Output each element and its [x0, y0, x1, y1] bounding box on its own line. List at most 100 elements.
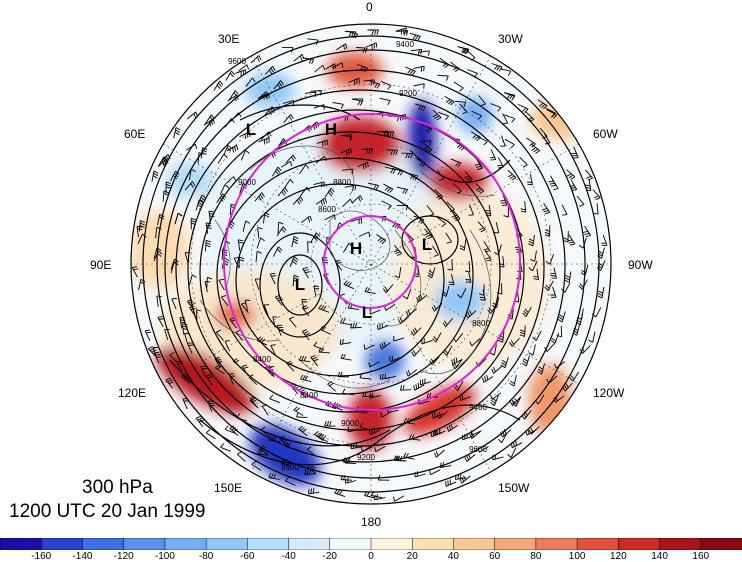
wind-barb-flag [380, 374, 381, 379]
svg-text:9600: 9600 [228, 57, 246, 66]
meridian-label-60e: 60E [124, 127, 145, 141]
colorbar-tick-label: 40 [438, 551, 468, 562]
high-center-label: H [325, 120, 337, 139]
colorbar-tick-label: 140 [645, 551, 675, 562]
colorbar-swatch [41, 538, 83, 550]
low-center-label: L [422, 235, 432, 254]
colorbar-swatch [0, 538, 42, 550]
colorbar-tick-label: 100 [562, 551, 592, 562]
colorbar-swatch [701, 538, 742, 550]
colorbar-tick-label: -60 [232, 551, 262, 562]
meridian-label-90w: 90W [628, 258, 653, 272]
wind-barb-flag [424, 66, 425, 71]
colorbar-swatch [577, 538, 619, 550]
wind-barb-flag [369, 232, 370, 237]
svg-text:8800: 8800 [472, 319, 490, 328]
wind-barb-flag [351, 148, 352, 153]
wind-barb-flag [188, 343, 193, 344]
svg-text:8800: 8800 [333, 178, 351, 187]
colorbar-tick-label: 60 [480, 551, 510, 562]
colorbar-tick-label: -160 [26, 551, 56, 562]
wind-barb [207, 277, 208, 288]
svg-text:9000: 9000 [341, 419, 359, 428]
colorbar-tick-label: 120 [603, 551, 633, 562]
svg-text:9400: 9400 [469, 403, 487, 412]
wind-barb-flag [269, 367, 274, 368]
colorbar-swatch [289, 538, 331, 550]
colorbar-swatch [618, 538, 660, 550]
wind-barb-flag [314, 286, 319, 287]
colorbar-tick-label: -120 [109, 551, 139, 562]
colorbar-swatch [247, 538, 289, 550]
wind-barb-flag [551, 276, 556, 277]
colorbar-swatch [660, 538, 702, 550]
wind-barb [305, 474, 316, 475]
wind-barb [341, 480, 352, 481]
svg-text:9400: 9400 [396, 40, 414, 49]
wind-barb-flag [424, 84, 425, 89]
colorbar-swatch [453, 538, 495, 550]
wind-barb-flag [448, 480, 449, 485]
meridian-label-30e: 30E [218, 32, 239, 46]
wind-barb-flag [375, 495, 376, 500]
meridian-label-60w: 60W [593, 127, 618, 141]
wind-barb-flag [370, 393, 371, 398]
wind-barb-flag [183, 398, 188, 399]
meridian-label-0: 0 [366, 0, 373, 14]
meridian-label-180: 180 [361, 515, 381, 529]
meridian-label-150w: 150W [498, 481, 529, 495]
svg-text:9200: 9200 [357, 453, 375, 462]
colorbar-tick-label: -80 [191, 551, 221, 562]
svg-text:9000: 9000 [238, 178, 256, 187]
colorbar-tick-label: 160 [686, 551, 716, 562]
wind-barb-flag [528, 184, 533, 185]
low-center-label: L [246, 120, 256, 139]
svg-text:8400: 8400 [300, 391, 318, 400]
wind-barb-flag [466, 282, 471, 283]
wind-barb-flag [225, 341, 230, 342]
wind-barb [197, 310, 198, 321]
meridian-label-30w: 30W [498, 32, 523, 46]
level-label: 300 hPa [82, 477, 153, 499]
meridian-label-120w: 120W [593, 386, 624, 400]
svg-text:8400: 8400 [253, 355, 271, 364]
meridian-label-90e: 90E [90, 258, 111, 272]
wind-barb [452, 259, 453, 270]
wind-barb-flag [372, 393, 373, 398]
colorbar-swatch [82, 538, 124, 550]
colorbar-tick-label: 0 [356, 551, 386, 562]
low-center-label: L [362, 303, 372, 322]
meridian-label-120e: 120E [118, 386, 146, 400]
high-center-label: H [350, 239, 362, 258]
colorbar-swatch [371, 538, 413, 550]
wind-barb [525, 326, 526, 337]
wind-barb [401, 153, 412, 154]
svg-text:9600: 9600 [469, 445, 487, 454]
colorbar-tick-label: 80 [521, 551, 551, 562]
colorbar-swatch [330, 538, 372, 550]
wind-barb-flag [349, 149, 350, 154]
colorbar-swatch [206, 538, 248, 550]
wind-barb-flag [466, 280, 471, 281]
wind-barb-flag [353, 186, 354, 191]
colorbar-swatch [124, 538, 166, 550]
low-center-label: L [295, 275, 305, 294]
wind-barb-flag [446, 481, 447, 486]
colorbar-swatch [495, 538, 537, 550]
colorbar-swatch [165, 538, 207, 550]
wind-barb-flag [374, 44, 375, 49]
wind-barb-flag [314, 288, 319, 289]
colorbar-tick-label: -140 [67, 551, 97, 562]
colorbar-tick-label: -20 [315, 551, 345, 562]
wind-barb-flag [355, 185, 356, 190]
wind-barb-flag [364, 345, 365, 350]
wind-barb-flag [184, 401, 189, 402]
wind-barb [356, 48, 367, 49]
svg-text:9200: 9200 [399, 89, 417, 98]
wind-barb-flag [421, 67, 422, 72]
wind-barb [400, 390, 411, 391]
colorbar-tick-label: -40 [274, 551, 304, 562]
time-label: 1200 UTC 20 Jan 1999 [9, 501, 205, 523]
wind-barb-flag [273, 317, 278, 318]
wind-barb-flag [346, 151, 347, 156]
